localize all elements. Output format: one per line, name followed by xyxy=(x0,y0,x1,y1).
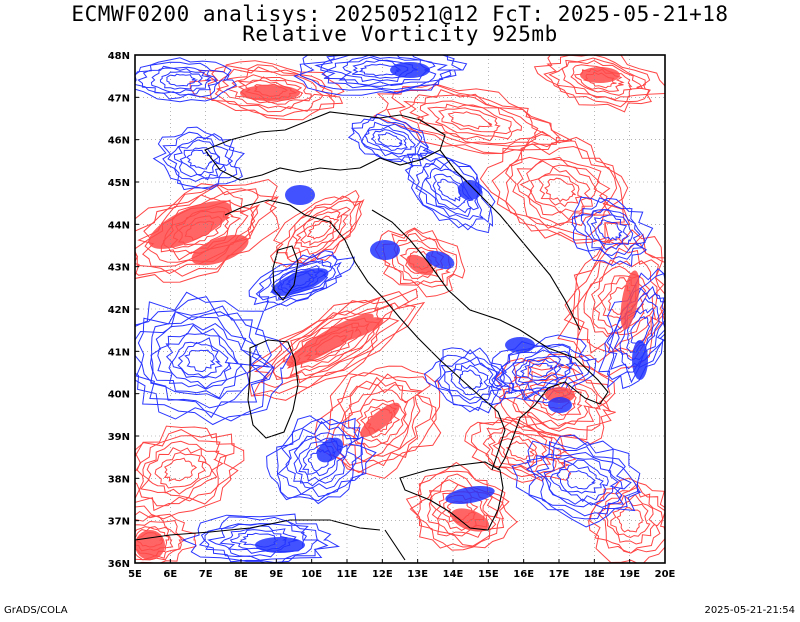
lat-tick-label: 47N xyxy=(108,93,130,104)
lon-tick-label: 19E xyxy=(619,569,640,580)
title-line-2: Relative Vorticity 925mb xyxy=(242,22,558,46)
lon-tick-label: 15E xyxy=(478,569,499,580)
lon-tick-label: 13E xyxy=(407,569,428,580)
title-line-1: ECMWF0200 analisys: 20250521@12 FcT: 202… xyxy=(71,2,729,26)
lon-tick-label: 14E xyxy=(443,569,464,580)
lat-tick-label: 46N xyxy=(108,136,130,147)
contour-field xyxy=(135,55,665,563)
credit-label: GrADS/COLA xyxy=(4,605,68,616)
lat-tick-label: 48N xyxy=(108,51,130,62)
map-gridlines xyxy=(135,55,665,563)
lon-tick-label: 10E xyxy=(301,569,322,580)
lat-tick-label: 39N xyxy=(108,432,130,443)
lon-tick-label: 11E xyxy=(337,569,358,580)
timestamp-label: 2025-05-21-21:54 xyxy=(704,605,795,616)
lon-axis: 5E 6E 7E 8E 9E 10E 11E 12E 13E 14E 15E 16E 17E 18E 19E… xyxy=(128,559,676,580)
lat-tick-label: 41N xyxy=(108,347,130,358)
lon-tick-label: 20E xyxy=(655,569,676,580)
coastlines xyxy=(135,111,609,561)
lon-tick-label: 18E xyxy=(584,569,605,580)
lat-tick-label: 43N xyxy=(108,263,130,274)
lat-tick-label: 42N xyxy=(108,305,130,316)
lon-tick-label: 7E xyxy=(199,569,213,580)
lat-tick-label: 37N xyxy=(108,517,130,528)
lon-tick-label: 12E xyxy=(372,569,393,580)
lon-tick-label: 9E xyxy=(269,569,283,580)
lat-tick-label: 36N xyxy=(108,559,130,570)
lon-tick-label: 16E xyxy=(513,569,534,580)
lat-tick-label: 44N xyxy=(108,220,130,231)
lon-tick-label: 17E xyxy=(549,569,570,580)
lat-tick-label: 38N xyxy=(108,474,130,485)
lon-tick-label: 8E xyxy=(234,569,248,580)
lat-tick-label: 45N xyxy=(108,178,130,189)
lon-tick-label: 6E xyxy=(163,569,177,580)
lat-axis: 36N 37N 38N 39N 40N 41N 42N 43N 44N 45N 46N 47N 48N xyxy=(108,51,139,570)
lat-tick-label: 40N xyxy=(108,390,130,401)
lon-tick-label: 5E xyxy=(128,569,142,580)
